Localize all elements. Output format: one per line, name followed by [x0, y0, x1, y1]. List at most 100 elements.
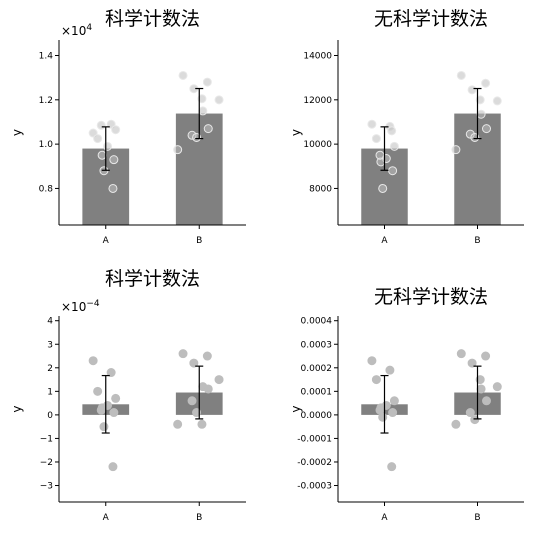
data-point-A	[93, 386, 103, 396]
data-point-A	[389, 141, 399, 151]
data-point-B	[492, 382, 502, 392]
y-tick-label: -0.0001	[297, 434, 332, 444]
y-tick-label: 3	[47, 340, 53, 350]
offset-base: ×10	[61, 24, 86, 38]
x-tick-label: A	[103, 236, 110, 246]
y-tick-label: 4	[47, 317, 53, 327]
data-point-B	[192, 408, 202, 418]
data-point-A	[371, 134, 381, 144]
y-tick-label: −3	[40, 482, 53, 492]
data-point-B	[456, 349, 466, 359]
data-point-B	[192, 132, 202, 142]
data-point-B	[202, 77, 212, 87]
y-tick-label: −2	[40, 458, 53, 468]
data-point-B	[178, 349, 188, 359]
data-point-B	[189, 358, 199, 368]
data-point-A	[99, 422, 109, 432]
data-point-A	[387, 462, 397, 472]
data-point-A	[111, 125, 121, 135]
data-point-A	[96, 120, 106, 130]
data-point-B	[467, 358, 477, 368]
data-point-A	[388, 408, 398, 418]
data-point-B	[187, 396, 197, 406]
y-axis-label: y	[10, 129, 24, 136]
y-tick-label: 1.0	[39, 140, 54, 150]
data-point-B	[203, 384, 213, 394]
data-point-A	[371, 375, 381, 385]
x-tick-label: A	[381, 513, 388, 523]
axis-offset-label: ×104	[61, 23, 92, 38]
data-point-A	[378, 183, 388, 193]
data-point-B	[197, 94, 207, 104]
y-tick-label: 1.2	[39, 96, 53, 106]
data-point-A	[385, 365, 395, 375]
chart-title: 科学计数法	[105, 268, 200, 290]
data-point-A	[103, 141, 113, 151]
data-point-B	[481, 78, 491, 88]
y-axis-label: y	[10, 405, 24, 412]
data-point-B	[203, 124, 213, 134]
data-point-B	[214, 375, 224, 385]
data-point-B	[465, 408, 475, 418]
y-tick-label: 0.0000	[301, 411, 333, 421]
y-tick-label: -0.0002	[297, 458, 332, 468]
y-tick-label: −1	[40, 434, 53, 444]
y-tick-label: 0	[47, 411, 53, 421]
data-point-B	[482, 124, 491, 134]
data-point-B	[470, 132, 480, 142]
data-point-A	[108, 462, 118, 472]
data-point-A	[389, 396, 399, 406]
chart-panel-1: 科学计数法 ×104 y 0.8 1.0 1.2 1.4 A B	[10, 8, 246, 246]
data-point-B	[173, 145, 183, 155]
data-point-B	[451, 419, 461, 429]
chart-title: 科学计数法	[105, 8, 200, 30]
data-point-A	[96, 405, 106, 415]
y-tick-label: 8000	[309, 184, 332, 194]
data-point-A	[367, 356, 377, 366]
data-point-A	[375, 150, 385, 160]
offset-exponent: 4	[86, 23, 92, 33]
data-point-B	[197, 419, 207, 429]
y-tick-label: 2	[47, 364, 53, 374]
data-point-A	[93, 134, 103, 144]
data-point-A	[111, 393, 121, 403]
data-point-A	[387, 126, 397, 136]
y-tick-label: 0.0001	[301, 387, 333, 397]
offset-base: ×10	[61, 300, 86, 314]
data-point-B	[475, 375, 485, 385]
data-point-B	[475, 95, 485, 105]
data-point-A	[106, 368, 116, 378]
data-point-B	[178, 70, 188, 80]
y-tick-label: 1	[47, 387, 53, 397]
axis-offset-label: ×10−4	[61, 299, 100, 314]
chart-panel-2: 无科学计数法 y 8000 10000 12000 14000 A B	[289, 8, 524, 246]
y-axis-label: y	[289, 129, 303, 136]
y-tick-label: 14000	[303, 52, 332, 62]
data-point-B	[482, 396, 491, 406]
data-point-A	[367, 119, 377, 129]
data-point-B	[202, 351, 212, 361]
offset-exponent: −4	[86, 299, 100, 309]
data-point-B	[467, 85, 477, 95]
x-tick-label: A	[381, 236, 388, 246]
data-point-B	[198, 106, 208, 116]
data-point-A	[375, 405, 385, 415]
data-point-B	[470, 415, 480, 425]
data-point-A	[388, 166, 398, 176]
x-tick-label: B	[474, 513, 480, 523]
y-axis-label: y	[289, 405, 303, 412]
y-tick-label: 10000	[303, 140, 332, 150]
chart-panel-3: 科学计数法 ×10−4 y −3 −2 −1 0 1 2 3 4 A B	[10, 268, 246, 523]
data-point-A	[108, 183, 118, 193]
data-point-B	[492, 96, 502, 106]
chart-panel-4: 无科学计数法 y -0.0003 -0.0002 -0.0001 0.0000 0.0001…	[289, 286, 524, 523]
data-point-B	[214, 95, 224, 105]
data-point-B	[481, 351, 491, 361]
data-point-A	[109, 155, 119, 165]
y-tick-label: 0.0002	[301, 364, 333, 374]
x-tick-label: B	[196, 236, 202, 246]
data-point-A	[97, 150, 107, 160]
data-point-B	[173, 419, 183, 429]
y-tick-label: -0.0003	[297, 482, 332, 492]
